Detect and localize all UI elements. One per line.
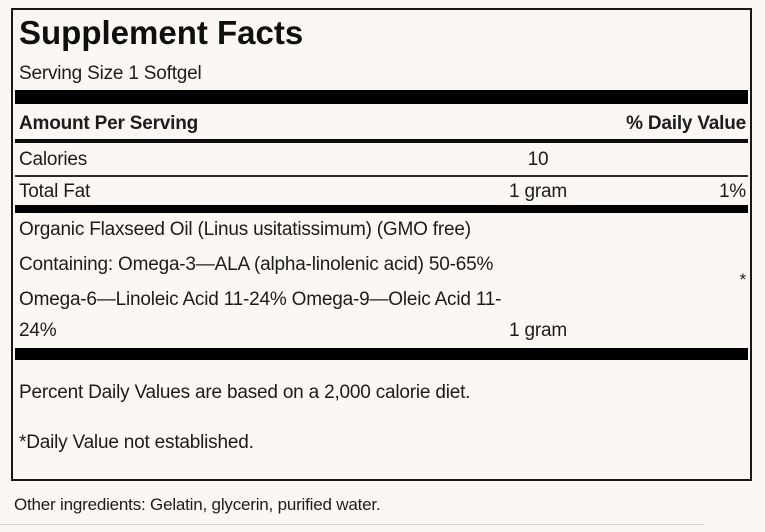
panel-title: Supplement Facts	[19, 14, 304, 51]
bottom-faint-rule	[0, 524, 704, 525]
row-divider	[15, 175, 748, 177]
ingredient-line-4: 24%	[19, 320, 57, 341]
nutrient-amount-calories: 10	[527, 149, 549, 170]
ingredient-line-3: Omega-6—Linoleic Acid 11-24% Omega-9—Ole…	[19, 289, 502, 310]
nutrient-name-calories: Calories	[19, 149, 88, 170]
ingredient-line-1: Organic Flaxseed Oil (Linus usitatissimu…	[19, 219, 471, 240]
other-ingredients-text: Other ingredients: Gelatin, glycerin, pu…	[14, 495, 381, 514]
amount-per-serving-header: Amount Per Serving	[19, 113, 199, 134]
footnote-percent-dv: Percent Daily Values are based on a 2,00…	[19, 382, 471, 403]
ingredient-dv-asterisk: *	[739, 270, 747, 289]
nutrient-amount-total-fat: 1 gram	[509, 181, 567, 202]
thick-divider-bottom	[15, 348, 748, 360]
supplement-facts-panel: Supplement Facts Serving Size 1 Softgel …	[11, 8, 752, 481]
daily-value-header: % Daily Value	[626, 113, 746, 134]
footnote-not-established: *Daily Value not established.	[19, 432, 254, 453]
nutrient-dv-total-fat: 1%	[718, 181, 746, 202]
ingredient-amount: 1 gram	[509, 320, 567, 341]
thick-divider-top	[15, 90, 748, 104]
header-divider	[15, 139, 748, 143]
ingredient-line-2: Containing: Omega-3—ALA (alpha-linolenic…	[19, 254, 494, 275]
serving-size-text: Serving Size 1 Softgel	[19, 63, 202, 84]
thick-divider-middle	[15, 205, 748, 213]
nutrient-name-total-fat: Total Fat	[19, 181, 91, 202]
